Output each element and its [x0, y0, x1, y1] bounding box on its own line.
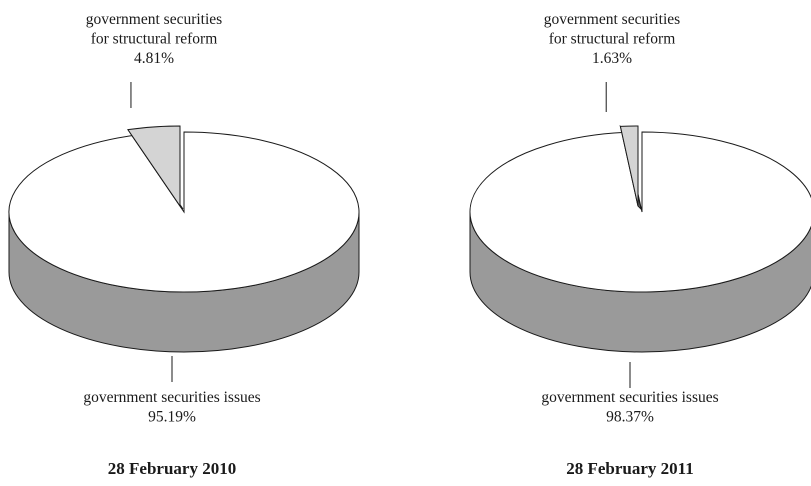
chart-title: 28 February 2011 — [566, 459, 694, 478]
slice-label-structural-reform-line-2: for structural reform — [91, 31, 218, 48]
slice-government-securities-for-structural-reform — [619, 125, 639, 207]
chart-title: 28 February 2010 — [108, 459, 236, 478]
slice-label-securities-issues-line-1: government securities issues — [83, 389, 260, 406]
slice-value-securities-issues: 95.19% — [148, 409, 196, 426]
slice-label-structural-reform-line-2: for structural reform — [549, 31, 676, 48]
slice-label-securities-issues-line-1: government securities issues — [541, 389, 718, 406]
slice-label-structural-reform-line-1: government securities — [86, 11, 222, 28]
slice-value-securities-issues: 98.37% — [606, 409, 654, 426]
pie-chart-1: government securities for structural refo… — [8, 11, 360, 478]
slice-government-securities-issues — [8, 131, 360, 293]
slice-value-structural-reform: 1.63% — [592, 50, 632, 67]
slice-label-structural-reform-line-1: government securities — [544, 11, 680, 28]
slice-value-structural-reform: 4.81% — [134, 50, 174, 67]
slice-government-securities-issues — [469, 131, 811, 293]
slice-government-securities-for-structural-reform — [127, 125, 181, 208]
pie-chart-2: government securities for structural refo… — [469, 11, 811, 478]
